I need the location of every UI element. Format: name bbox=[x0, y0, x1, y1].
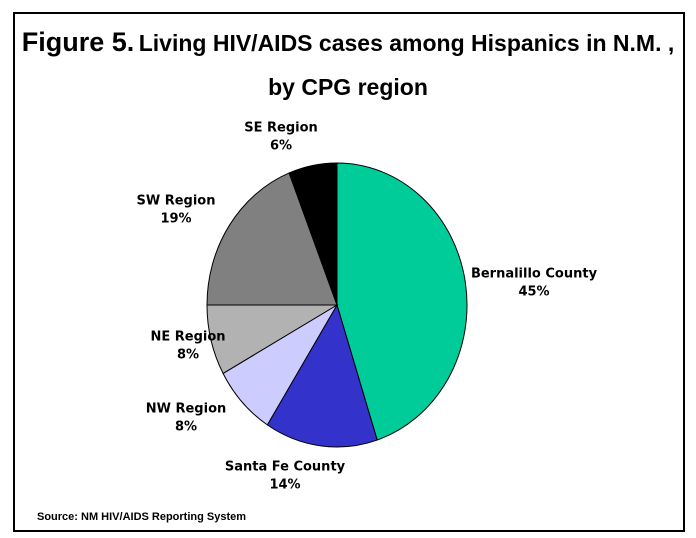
slice-value-label: 8% bbox=[177, 348, 199, 363]
source-note: Source: NM HIV/AIDS Reporting System bbox=[37, 511, 247, 523]
pie-slice bbox=[266, 303, 378, 448]
pie-slice bbox=[288, 162, 338, 306]
slice-label: SE Region bbox=[244, 121, 318, 136]
title-text: Living HIV/AIDS cases among Hispanics in… bbox=[138, 30, 675, 100]
slice-value-label: 8% bbox=[175, 420, 197, 435]
pie-slice bbox=[206, 172, 338, 306]
slice-label: NE Region bbox=[150, 330, 225, 345]
figure-label: Figure 5. bbox=[21, 27, 135, 57]
slice-value-label: 45% bbox=[518, 285, 549, 300]
chart-frame bbox=[13, 12, 685, 532]
slice-label: Bernalillo County bbox=[471, 267, 598, 282]
pie-slice bbox=[336, 162, 468, 441]
slice-value-label: 14% bbox=[269, 478, 300, 493]
slice-label: SW Region bbox=[136, 194, 215, 209]
slice-value-label: 19% bbox=[160, 212, 191, 227]
chart-title: Figure 5. Living HIV/AIDS cases among Hi… bbox=[20, 22, 676, 111]
slice-label: Santa Fe County bbox=[225, 460, 346, 475]
slice-value-label: 6% bbox=[270, 139, 292, 154]
slice-label: NW Region bbox=[146, 402, 227, 417]
